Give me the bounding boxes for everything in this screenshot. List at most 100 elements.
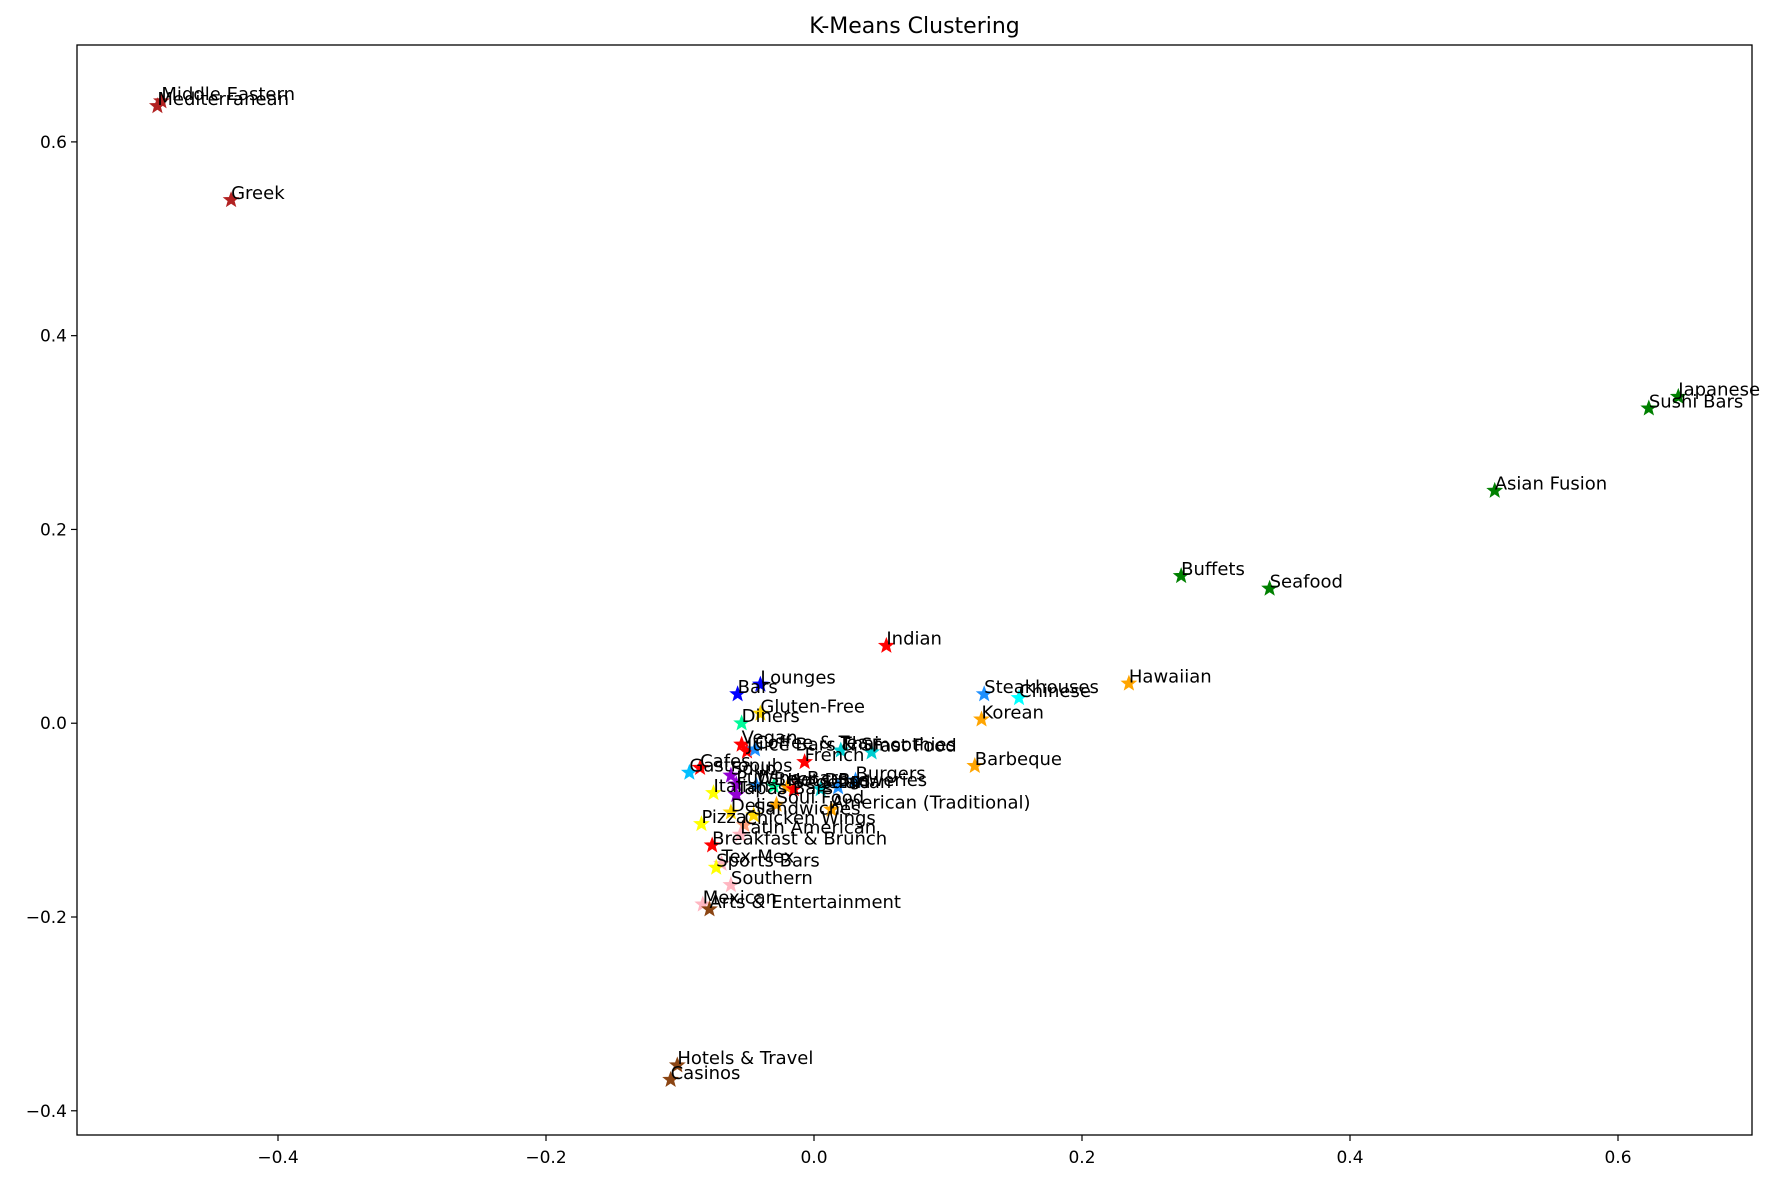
y-tick-label: −0.2 [26,908,67,928]
data-point-label: Tex-Mex [721,847,795,868]
data-point-label: Thai [840,733,879,754]
axis-ticks: −0.4 −0.2 0.0 0.2 0.4 0.6 −0.4 −0.2 0.0 0.2 0.4 0.6 [26,133,1632,1168]
x-tick-label: 0.2 [1068,1148,1095,1168]
data-point-star [222,191,240,208]
data-points [148,92,1687,1087]
data-point-star [768,795,785,812]
data-point-star [832,741,850,758]
data-point-label: Pizza [701,807,746,828]
data-point-star [1669,387,1687,404]
data-point-label: Beer [774,769,816,790]
data-point-star [722,766,740,783]
data-point-star [975,685,993,702]
data-point-label: Korean [982,702,1044,723]
data-point-label: French [805,745,865,766]
data-point-star [705,784,722,801]
data-point-star [701,900,718,917]
data-point-star [966,756,984,774]
data-point-label: Cafes [700,751,750,772]
data-point-label: Buffets [1181,559,1245,580]
data-point-label: Italian [714,776,770,797]
data-point-label: Japanese [1677,380,1760,401]
data-point-label: Sandwiches [754,798,861,819]
x-tick-label: 0.0 [800,1148,827,1168]
data-point-label: Breakfast & Brunch [712,828,887,849]
data-point-label: Diners [742,706,800,727]
chart-title: K-Means Clustering [809,14,1020,39]
data-point-label: Latin American [740,818,876,839]
data-point-label: Barbeque [975,749,1062,770]
data-point-label: Mexican [703,887,777,908]
data-point-label: Hotels & Travel [677,1048,813,1069]
data-point-star [727,786,745,803]
data-point-label: Coffee & Tea [755,732,869,753]
data-point-star [680,763,698,780]
data-point-star [751,675,769,692]
data-point-label: Hawaiian [1129,666,1212,687]
data-point-label: Soul Food [776,788,864,809]
data-point-star [1261,579,1279,596]
y-tick-label: 0.4 [40,327,67,347]
y-tick-label: 0.2 [40,520,67,540]
x-tick-label: 0.4 [1336,1148,1363,1168]
data-point-label: Breweries [838,770,927,791]
x-tick-label: 0.6 [1604,1148,1631,1168]
data-point-star [707,858,725,875]
data-point-star [822,800,840,817]
data-point-star [731,825,749,842]
data-point-star [847,771,864,788]
x-tick-label: −0.4 [257,1148,298,1168]
data-point-label: Wine Bars [756,768,847,789]
data-point-label: Indian [886,629,942,650]
data-point-label: Salad [821,772,871,793]
data-point-star [796,753,814,770]
data-point-label: Vegan [742,728,798,749]
data-point-label: Mediterranean [157,89,289,110]
data-point-star [733,735,751,752]
data-point-star [973,710,990,727]
data-point-star [877,636,895,653]
data-point-label: Chicken Wings [744,808,875,829]
data-point-star [662,1070,680,1087]
data-point-label: Lounges [760,667,835,688]
data-point-label: Greek [231,183,285,204]
data-point-label: Sports Bars [716,851,820,872]
data-point-label: Tapas Bars [735,778,833,799]
data-point-label: Asian Fusion [1495,474,1607,495]
data-point-star [733,714,751,731]
data-point-star [148,97,166,114]
data-point-star [829,778,847,795]
data-point-label: Sushi Bars [1649,391,1744,412]
data-point-label: Arts & Entertainment [709,892,901,913]
data-point-star [722,876,740,893]
data-point-label: Vegetarian [794,772,891,793]
data-point-label: Chinese [1019,681,1091,702]
data-point-star [745,806,763,823]
data-point-label: Gastropubs [689,756,792,777]
data-point-star [1010,689,1028,706]
data-point-star [1640,399,1658,416]
data-point-star [1486,481,1504,498]
data-point-star [812,780,830,797]
data-point-star [765,777,783,794]
data-point-label: Pubs [736,767,779,788]
data-point-star [735,816,753,833]
data-point-star [1172,567,1190,584]
data-point-label: Seafood [1270,572,1343,593]
y-tick-label: 0.0 [40,714,67,734]
data-point-label: Juice Bars & Smoothies [746,734,956,755]
data-point-label: Steakhouses [984,677,1099,698]
data-point-label: Hot Dogs [787,770,870,791]
data-point-label: Casinos [671,1063,741,1084]
data-point-star [691,758,709,775]
data-point-star [693,815,710,832]
data-point-label: Delis [731,795,775,816]
data-point-label: Fast Food [872,735,957,756]
data-point-label: Burgers [856,763,926,784]
data-point-label: American (Traditional) [831,792,1030,813]
data-point-star [729,685,747,702]
data-point-star [703,836,721,853]
